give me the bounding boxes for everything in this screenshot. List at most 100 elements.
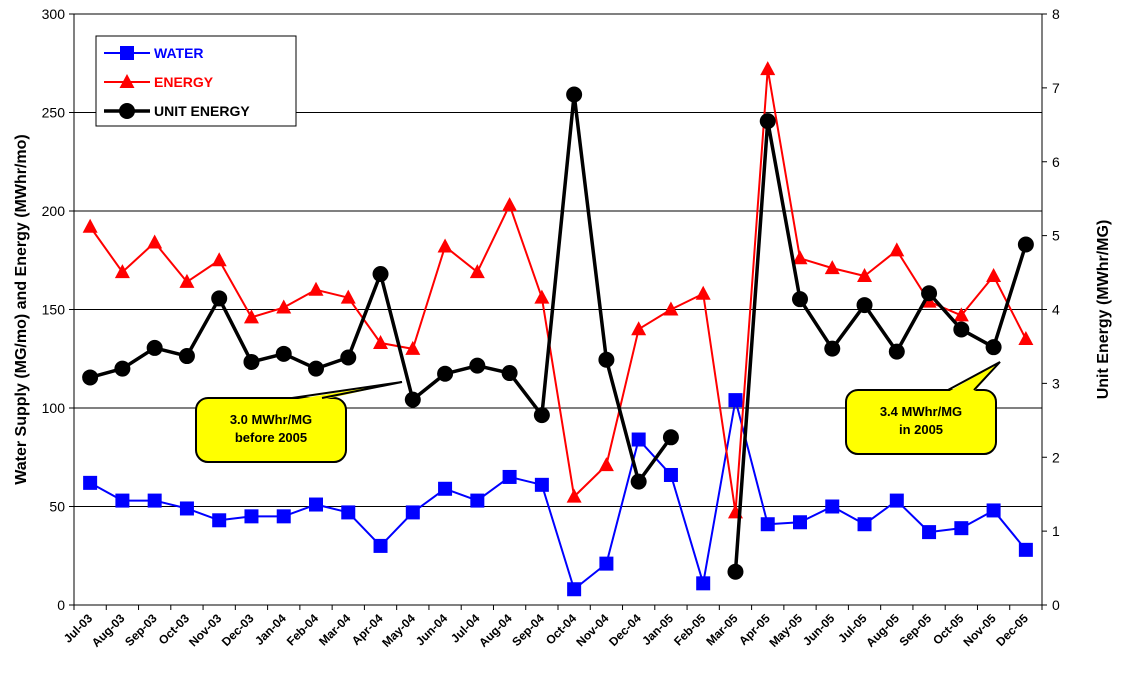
x-tick-label: Jun-04 <box>413 611 450 648</box>
legend-marker <box>119 103 135 119</box>
energy-point <box>308 281 324 296</box>
y2-tick-label: 5 <box>1052 228 1060 244</box>
energy-point <box>889 242 905 257</box>
x-tick-label: Nov-05 <box>961 611 999 649</box>
x-tick-label: Sep-03 <box>122 611 160 649</box>
callout-label: before 2005 <box>235 430 307 445</box>
energy-point <box>566 488 582 503</box>
energy-point <box>857 268 873 283</box>
x-tick-label: May-05 <box>766 611 805 650</box>
water-point <box>760 517 775 532</box>
x-tick-label: Nov-04 <box>573 611 611 649</box>
y-tick-label: 100 <box>42 400 66 416</box>
x-tick-label: Jun-05 <box>800 611 837 648</box>
y2-tick-label: 3 <box>1052 375 1060 391</box>
x-tick-label: Dec-03 <box>219 611 257 649</box>
energy-point <box>598 457 614 472</box>
water-point <box>986 503 1001 518</box>
legend-marker <box>120 46 134 60</box>
x-tick-label: Oct-05 <box>930 611 967 648</box>
water-point <box>244 509 259 524</box>
energy-point <box>760 61 776 76</box>
energy-point <box>953 307 969 322</box>
energy-point <box>405 340 421 355</box>
legend-entry: UNIT ENERGY <box>104 103 250 119</box>
unit-energy-point <box>501 365 518 382</box>
x-tick-label: Aug-03 <box>89 611 128 650</box>
unit-energy-point <box>985 339 1002 356</box>
callout-box <box>195 397 347 463</box>
unit-energy-point <box>921 285 938 302</box>
water-point <box>502 469 517 484</box>
callout-label: in 2005 <box>899 422 943 437</box>
y2-tick-label: 0 <box>1052 597 1060 613</box>
water-point <box>212 513 227 528</box>
energy-point <box>824 260 840 275</box>
unit-energy-point <box>404 391 421 408</box>
legend-entry: WATER <box>104 45 204 61</box>
unit-energy-point <box>146 339 163 356</box>
energy-point <box>147 234 163 249</box>
energy-point <box>211 252 227 267</box>
energy-point <box>114 264 130 279</box>
water-point <box>567 582 582 597</box>
x-tick-label: Jan-04 <box>252 611 289 648</box>
unit-energy-point <box>437 365 454 382</box>
y2-tick-label: 8 <box>1052 6 1060 22</box>
y-tick-label: 200 <box>42 203 66 219</box>
y2-axis-title: Unit Energy (MWhr/MG) <box>1095 220 1112 400</box>
callout: 3.0 MWhr/MG before 2005 <box>195 381 403 463</box>
unit-energy-point <box>372 266 389 283</box>
unit-energy-point <box>82 369 99 386</box>
energy-point <box>469 264 485 279</box>
water-point <box>922 525 937 540</box>
water-point <box>663 467 678 482</box>
energy-point <box>243 309 259 324</box>
energy-line <box>89 68 1027 514</box>
energy-point <box>373 334 389 349</box>
x-tick-label: Aug-05 <box>863 611 902 650</box>
x-tick-label: Jan-05 <box>639 611 676 648</box>
unit-energy-point <box>275 345 292 362</box>
unit-energy-point <box>566 86 583 103</box>
unit-energy-point <box>792 291 808 308</box>
x-tick-label: Sep-04 <box>509 611 547 649</box>
callout-box <box>845 389 997 455</box>
unit-energy-point <box>662 429 679 446</box>
x-tick-label: Feb-05 <box>671 611 708 648</box>
legend-marker <box>119 74 135 88</box>
callout-label: 3.0 MWhr/MG <box>230 412 312 427</box>
water-point <box>857 517 872 532</box>
energy-point <box>179 273 195 288</box>
unit-energy-point <box>856 297 873 314</box>
unit-energy-point <box>630 473 647 490</box>
x-tick-label: Oct-04 <box>543 611 580 648</box>
water-point <box>599 556 614 571</box>
x-tick-label: Oct-03 <box>156 611 193 648</box>
water-point <box>825 499 840 514</box>
water-point <box>179 501 194 516</box>
y2-tick-label: 7 <box>1052 80 1060 96</box>
unit-energy-point <box>824 340 841 357</box>
x-tick-label: Mar-05 <box>703 611 740 648</box>
water-point <box>341 505 356 520</box>
energy-series <box>82 61 1034 519</box>
unit-energy-point <box>243 353 260 370</box>
x-tick-label: Sep-05 <box>896 611 934 649</box>
unit-energy-line <box>733 119 1028 572</box>
water-point <box>889 493 904 508</box>
x-tick-label: Nov-03 <box>186 611 224 649</box>
energy-point <box>276 299 292 314</box>
unit-energy-point <box>114 360 131 377</box>
unit-energy-line <box>89 92 673 484</box>
unit-energy-point <box>759 113 776 130</box>
callout-pointer <box>947 361 1001 391</box>
unit-energy-series <box>82 86 1034 580</box>
x-tick-label: Aug-04 <box>476 611 515 650</box>
unit-energy-point <box>888 343 905 360</box>
water-point <box>631 432 646 447</box>
energy-point <box>663 301 679 316</box>
unit-energy-point <box>178 348 195 365</box>
